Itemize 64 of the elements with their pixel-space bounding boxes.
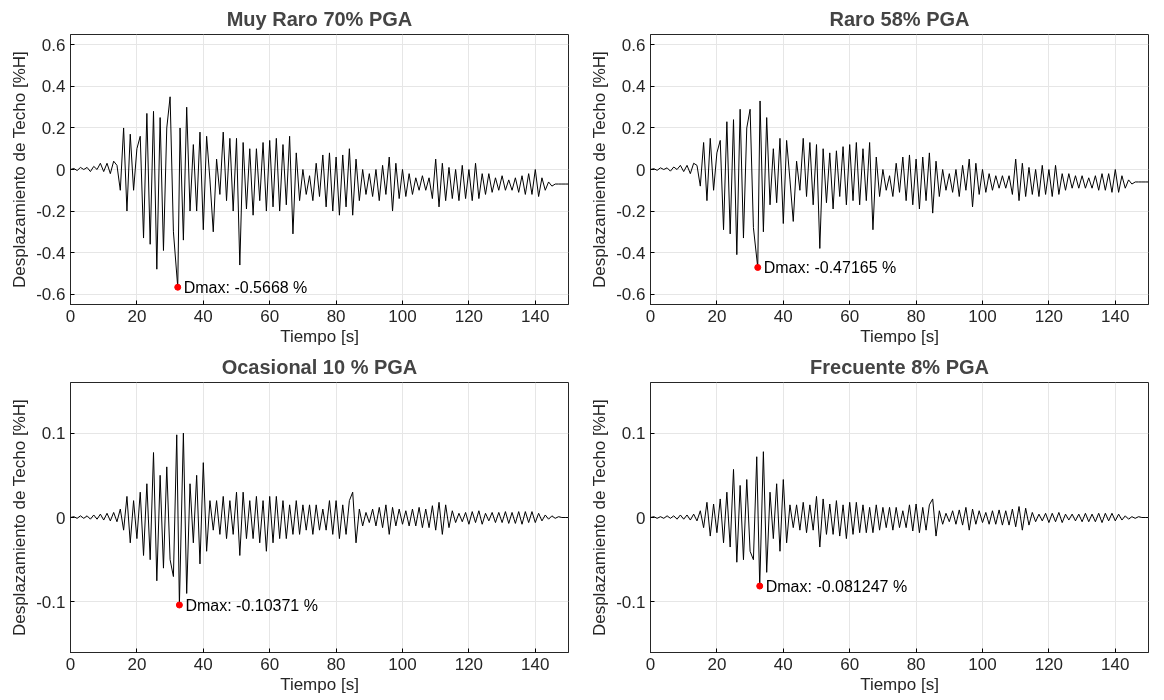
y-tick-label: 0.6 xyxy=(621,35,646,55)
y-tick-label: 0 xyxy=(56,508,66,528)
y-tick-label: -0.1 xyxy=(36,592,66,612)
y-axis-title: Desplazamiento de Techo [%H] xyxy=(590,51,610,289)
y-tick-label: -0.2 xyxy=(616,202,646,222)
y-tick-label: -0.4 xyxy=(616,243,646,263)
x-tick-label: 80 xyxy=(326,306,346,326)
y-tick-label: -0.6 xyxy=(36,285,66,305)
x-tick-label: 20 xyxy=(127,654,147,674)
x-tick-label: 40 xyxy=(773,654,793,674)
x-tick-label: 20 xyxy=(707,654,727,674)
x-tick-label: 60 xyxy=(260,306,280,326)
x-tick-label: 60 xyxy=(260,654,280,674)
chart-title: Ocasional 10 % PGA xyxy=(221,355,418,378)
x-tick-label: 100 xyxy=(388,306,417,326)
x-tick-label: 140 xyxy=(1101,306,1130,326)
y-tick-label: 0.4 xyxy=(41,77,66,97)
y-tick-label: -0.2 xyxy=(36,202,66,222)
x-tick-label: 40 xyxy=(193,654,213,674)
x-tick-label: 60 xyxy=(840,654,860,674)
x-tick-label: 120 xyxy=(1034,654,1064,674)
y-tick-label: 0.1 xyxy=(621,424,646,444)
x-tick-label: 20 xyxy=(127,306,147,326)
x-tick-label: 120 xyxy=(1034,306,1064,326)
y-axis-title: Desplazamiento de Techo [%H] xyxy=(10,399,30,637)
x-axis-title: Tiempo [s] xyxy=(280,326,359,346)
y-tick-label: 0 xyxy=(636,508,646,528)
x-tick-label: 140 xyxy=(1101,654,1130,674)
annotation: Dmax: -0.081247 % xyxy=(765,577,908,595)
y-tick-label: 0.1 xyxy=(41,424,66,444)
y-tick-label: 0.2 xyxy=(621,118,646,138)
y-axis-title: Desplazamiento de Techo [%H] xyxy=(590,399,610,637)
x-tick-label: 100 xyxy=(968,654,997,674)
y-tick-label: 0.2 xyxy=(41,118,66,138)
x-tick-label: 140 xyxy=(521,654,550,674)
y-axis-title: Desplazamiento de Techo [%H] xyxy=(10,51,30,289)
y-tick-label: 0.6 xyxy=(41,35,66,55)
y-tick-label: -0.6 xyxy=(616,285,646,305)
x-tick-label: 80 xyxy=(906,306,926,326)
x-tick-label: 40 xyxy=(773,306,793,326)
x-tick-label: 120 xyxy=(454,654,484,674)
annotation: Dmax: -0.5668 % xyxy=(183,278,308,296)
chart-title: Frecuente 8% PGA xyxy=(810,355,989,378)
y-tick-label: -0.1 xyxy=(616,592,646,612)
annotation: Dmax: -0.47165 % xyxy=(763,258,897,276)
x-tick-label: 120 xyxy=(454,306,484,326)
chart-title: Raro 58% PGA xyxy=(829,7,970,30)
x-tick-label: 100 xyxy=(968,306,997,326)
x-axis-title: Tiempo [s] xyxy=(860,674,939,694)
x-tick-label: 80 xyxy=(326,654,346,674)
y-tick-label: 0 xyxy=(56,160,66,180)
x-tick-label: 60 xyxy=(840,306,860,326)
x-tick-label: 140 xyxy=(521,306,550,326)
x-tick-label: 80 xyxy=(906,654,926,674)
y-tick-label: 0.4 xyxy=(621,77,646,97)
x-tick-label: 40 xyxy=(193,306,213,326)
x-axis-title: Tiempo [s] xyxy=(860,326,939,346)
x-tick-label: 100 xyxy=(388,654,417,674)
y-tick-label: 0 xyxy=(636,160,646,180)
x-axis-title: Tiempo [s] xyxy=(280,674,359,694)
y-tick-label: -0.4 xyxy=(36,243,66,263)
annotation: Dmax: -0.10371 % xyxy=(185,596,318,614)
chart-title: Muy Raro 70% PGA xyxy=(226,7,413,30)
x-tick-label: 20 xyxy=(707,306,727,326)
